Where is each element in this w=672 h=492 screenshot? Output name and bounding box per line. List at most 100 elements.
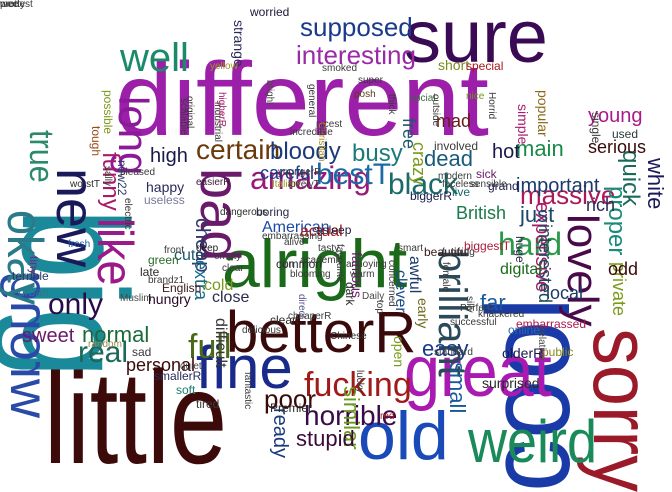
word: ready (269, 408, 291, 459)
word: different (115, 42, 489, 158)
word: great (404, 332, 552, 412)
word: beautiful (424, 245, 470, 259)
word: olderR (502, 345, 544, 361)
word: Perfect (460, 303, 492, 314)
word: full (188, 328, 232, 366)
word: easierR (196, 177, 231, 188)
word: higherR (216, 92, 227, 128)
word: fantastic (242, 372, 253, 410)
word: hot (492, 141, 520, 163)
word: main (516, 136, 564, 161)
word: live (452, 185, 471, 199)
word: incredible (290, 127, 333, 138)
word: quiet (180, 361, 202, 372)
word: outside (430, 94, 441, 127)
word: tiny (27, 256, 41, 275)
word: personal (126, 355, 196, 375)
word: far (480, 290, 506, 315)
word: smoked (322, 63, 358, 74)
word: fucking (304, 366, 412, 404)
word: horrible (304, 400, 398, 431)
word: popular (535, 90, 551, 137)
word: terrible (12, 269, 49, 283)
word: yellow (210, 61, 238, 72)
word: annoying (346, 259, 387, 270)
word: supposed (300, 12, 413, 42)
word: front (164, 245, 185, 256)
word: funning (442, 247, 475, 258)
word: dead (424, 146, 473, 171)
word: black (388, 168, 459, 201)
word: true (22, 130, 60, 183)
word: modest (0, 0, 33, 10)
word: alive (284, 237, 305, 248)
word: careful (260, 163, 315, 183)
word: easy (422, 336, 469, 361)
word: betterR (226, 300, 417, 365)
word: top (374, 300, 385, 314)
word: standard (434, 347, 473, 358)
word: concerned (386, 260, 397, 307)
word: posh (354, 89, 376, 100)
word: online (508, 323, 541, 337)
word: mad (436, 111, 472, 131)
word: useless (144, 193, 185, 207)
word: random (88, 339, 122, 350)
word: difficult (212, 318, 229, 368)
word: happy (146, 179, 185, 195)
word: early (415, 298, 431, 329)
word: English (162, 281, 202, 295)
word: alright (222, 226, 408, 302)
word: worried (250, 5, 290, 19)
word: digital (500, 261, 542, 278)
word: public (542, 345, 574, 359)
word: relative (536, 328, 547, 361)
word: sally (102, 166, 113, 187)
word: nicest (316, 119, 343, 130)
word: worstT (70, 179, 100, 190)
word: original (184, 96, 195, 129)
word: green (148, 253, 179, 267)
word: pretty (0, 0, 26, 10)
word: hard (498, 226, 563, 262)
word: local (546, 283, 584, 303)
word: embarrassed (516, 317, 587, 331)
word: odd (608, 259, 639, 279)
word: late (140, 265, 160, 279)
word: simple (515, 104, 531, 145)
word: weird (468, 408, 598, 475)
word: fine (196, 334, 293, 401)
word: thick (386, 94, 397, 115)
word: urban (18, 285, 49, 299)
word: red (380, 411, 395, 422)
word: clean (270, 313, 299, 327)
word: possible (101, 90, 115, 135)
word: British (456, 203, 507, 223)
word: Muslim (120, 293, 152, 304)
word: tasty (318, 243, 340, 254)
word: soft (176, 383, 196, 397)
word: tired (196, 397, 220, 411)
word: wee (0, 0, 19, 10)
word: young (588, 105, 643, 127)
word: social (410, 93, 436, 104)
word: sure (404, 0, 548, 78)
word: short (438, 57, 470, 73)
word: academic (300, 255, 343, 266)
word: cheaperR (288, 311, 332, 322)
word: Italian (272, 179, 299, 190)
word: old (358, 398, 449, 474)
word: busy (352, 140, 403, 167)
word: fresh (68, 239, 91, 250)
word: general (306, 84, 317, 118)
word: bloody (270, 138, 341, 165)
word: used (612, 127, 639, 141)
word: common (276, 257, 323, 271)
word: fun (280, 259, 294, 270)
word: empty (214, 251, 242, 262)
word: modern (438, 171, 472, 182)
word: close (212, 289, 250, 306)
word: real (78, 336, 129, 369)
word: sad (132, 345, 152, 359)
